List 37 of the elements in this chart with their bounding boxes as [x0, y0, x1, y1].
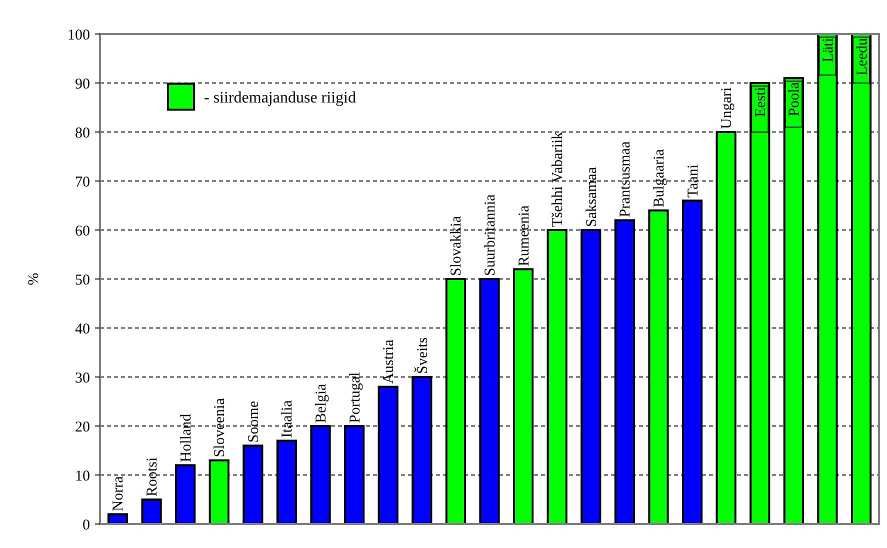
x-tick-label: Leedu — [854, 38, 870, 76]
x-tick-label: Norra — [110, 476, 127, 512]
x-tick-label: Portugal — [347, 372, 364, 423]
x-tick-label: Prantsusmaa — [618, 141, 634, 218]
x-tick-label: Belgia — [314, 384, 330, 423]
x-tick-label: Poola — [786, 82, 803, 116]
x-tick-label: Ungari — [719, 87, 736, 129]
x-tick-label: Šveits — [414, 337, 431, 374]
y-tick-label: 40 — [75, 321, 90, 338]
y-tick-label: 70 — [75, 174, 90, 190]
x-tick-label: Taani — [685, 164, 702, 198]
x-tick-label: Tšehhi Vabariik — [550, 131, 566, 227]
y-tick-label: 50 — [75, 272, 90, 288]
y-tick-label: 100 — [68, 27, 90, 44]
x-tick-label: Bulgaaria — [651, 148, 668, 208]
x-tick-label: Suurbritannia — [482, 194, 498, 276]
x-tick-label: Sloveenia — [212, 398, 228, 458]
x-tick-label: Rumeenia — [516, 205, 532, 266]
bar — [141, 498, 162, 525]
x-tick-label: Soome — [246, 400, 262, 443]
x-tick-label: Slovakkia — [448, 216, 465, 276]
y-axis-title: % — [26, 272, 42, 286]
x-tick-label: Rootsi — [144, 457, 161, 496]
legend-label: - siirdemajanduse riigid — [204, 89, 356, 106]
y-tick-label: 0 — [82, 517, 90, 534]
y-tick-label: 60 — [75, 223, 90, 240]
y-tick-label: 20 — [75, 419, 90, 436]
y-tick-label: 80 — [75, 125, 90, 142]
x-tick-label: Austria — [381, 339, 398, 384]
y-tick-label: 10 — [75, 468, 90, 484]
x-tick-label: Saksamaa — [584, 166, 600, 227]
x-tick-label: Itaalia — [280, 400, 296, 438]
y-tick-label: 30 — [75, 370, 90, 386]
x-tick-label: Holland — [178, 413, 194, 462]
x-tick-label: Eesti — [752, 87, 769, 117]
y-tick-label: 90 — [75, 76, 90, 92]
x-tick-label: Läti — [820, 38, 836, 62]
